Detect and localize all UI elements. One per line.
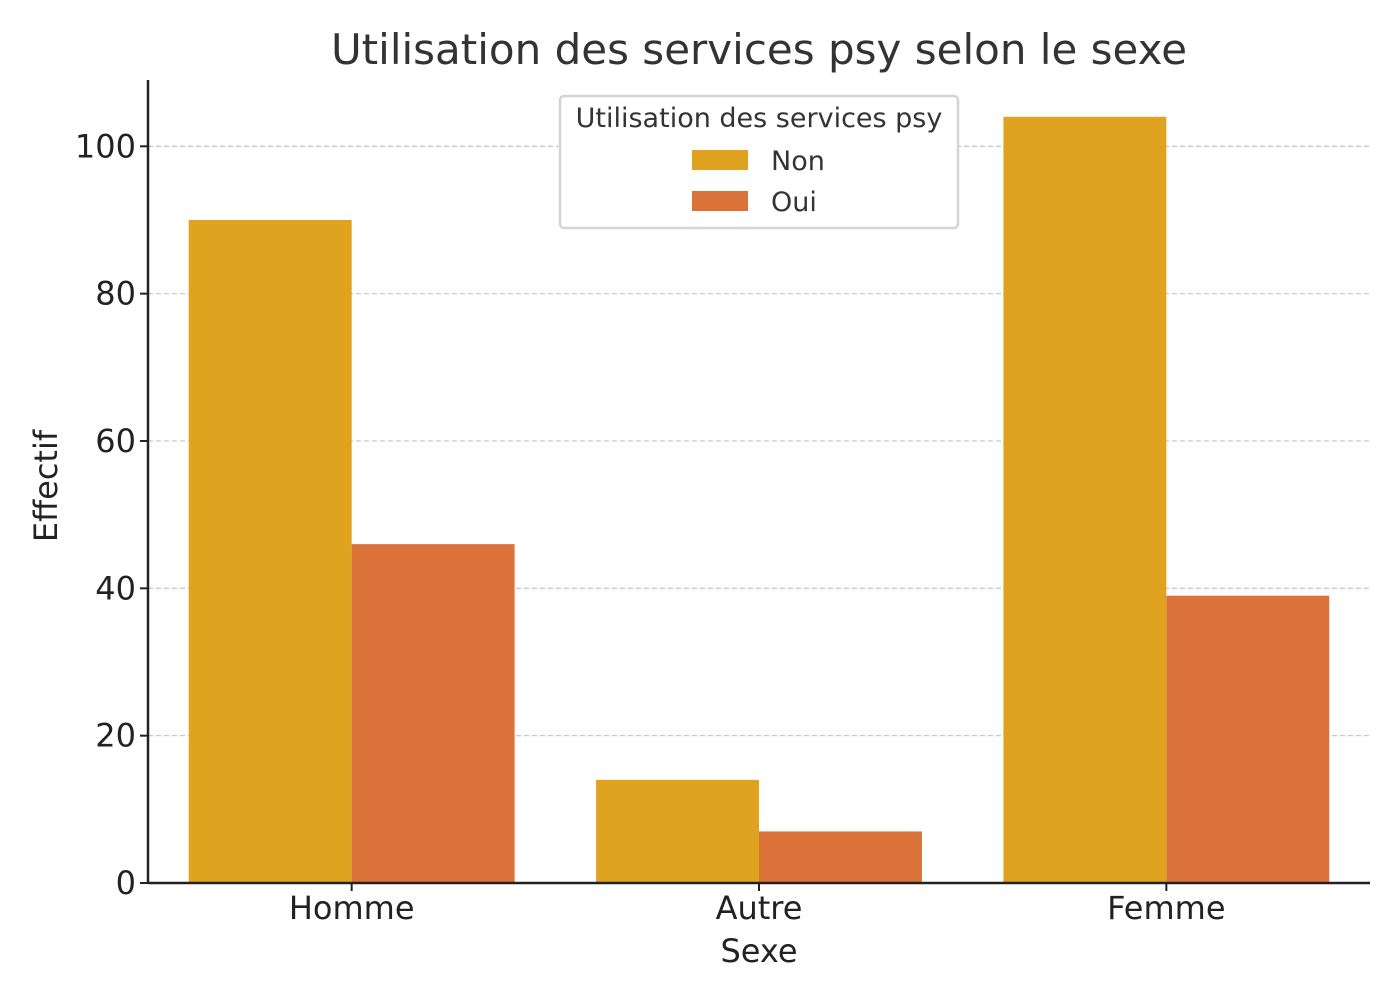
x-tick-label: Homme (289, 889, 415, 927)
x-tick-label: Femme (1107, 889, 1225, 927)
y-axis-label: Effectif (27, 429, 65, 542)
y-tick-label: 60 (95, 422, 136, 460)
bar-non-homme (188, 219, 352, 883)
y-tick-label: 40 (95, 569, 136, 607)
legend-swatch-non (692, 150, 748, 170)
legend-label-non: Non (771, 146, 825, 177)
legend-label-oui: Oui (771, 187, 817, 218)
x-ticks: Homme Autre Femme (289, 883, 1226, 927)
bar-oui-homme (351, 544, 515, 883)
bar-non-autre (596, 779, 759, 883)
bar-oui-femme (1166, 595, 1330, 883)
legend-swatch-oui (692, 191, 748, 211)
legend-frame (558, 94, 960, 230)
bar-oui-autre (759, 831, 922, 883)
y-tick-label: 20 (95, 717, 136, 755)
legend: Utilisation des services psy Non Oui (558, 94, 960, 230)
x-tick-label: Autre (716, 889, 803, 927)
bar-non-femme (1003, 116, 1167, 884)
chart-title: Utilisation des services psy selon le se… (331, 25, 1187, 74)
bars (188, 116, 1330, 884)
y-tick-label: 80 (95, 275, 136, 313)
x-axis-label: Sexe (720, 932, 797, 970)
y-tick-label: 0 (116, 864, 136, 902)
y-tick-label: 100 (75, 127, 136, 165)
y-ticks: 0 20 40 60 80 100 (75, 127, 148, 902)
legend-title: Utilisation des services psy (576, 103, 943, 134)
